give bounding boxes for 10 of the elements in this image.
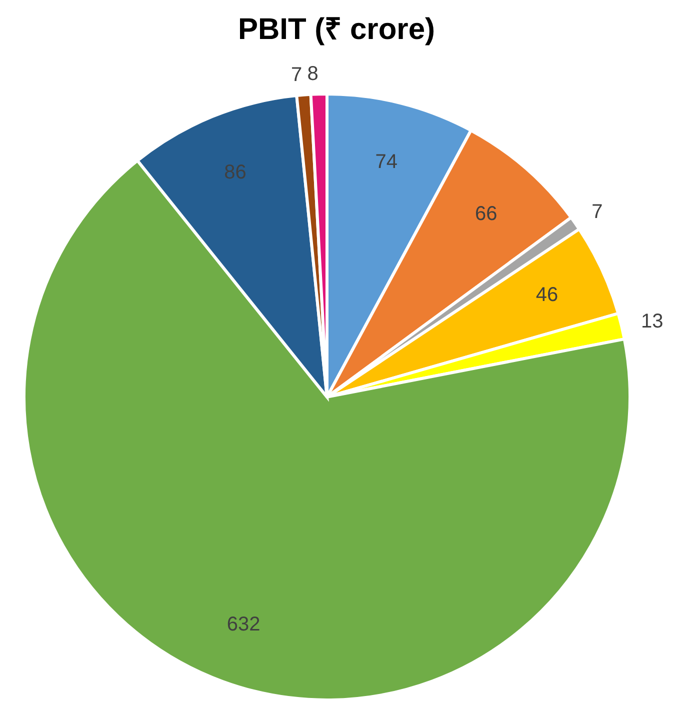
data-label: 632: [226, 614, 260, 636]
data-label: 66: [474, 203, 498, 226]
data-label: 8: [307, 63, 318, 86]
data-label: 46: [536, 284, 558, 306]
data-label: 86: [224, 162, 246, 184]
data-label: 74: [375, 150, 398, 173]
data-label: 13: [641, 310, 664, 333]
chart-title: PBIT (₹ crore): [236, 12, 436, 48]
data-label: 7: [592, 200, 603, 223]
data-label: 7: [291, 64, 302, 86]
